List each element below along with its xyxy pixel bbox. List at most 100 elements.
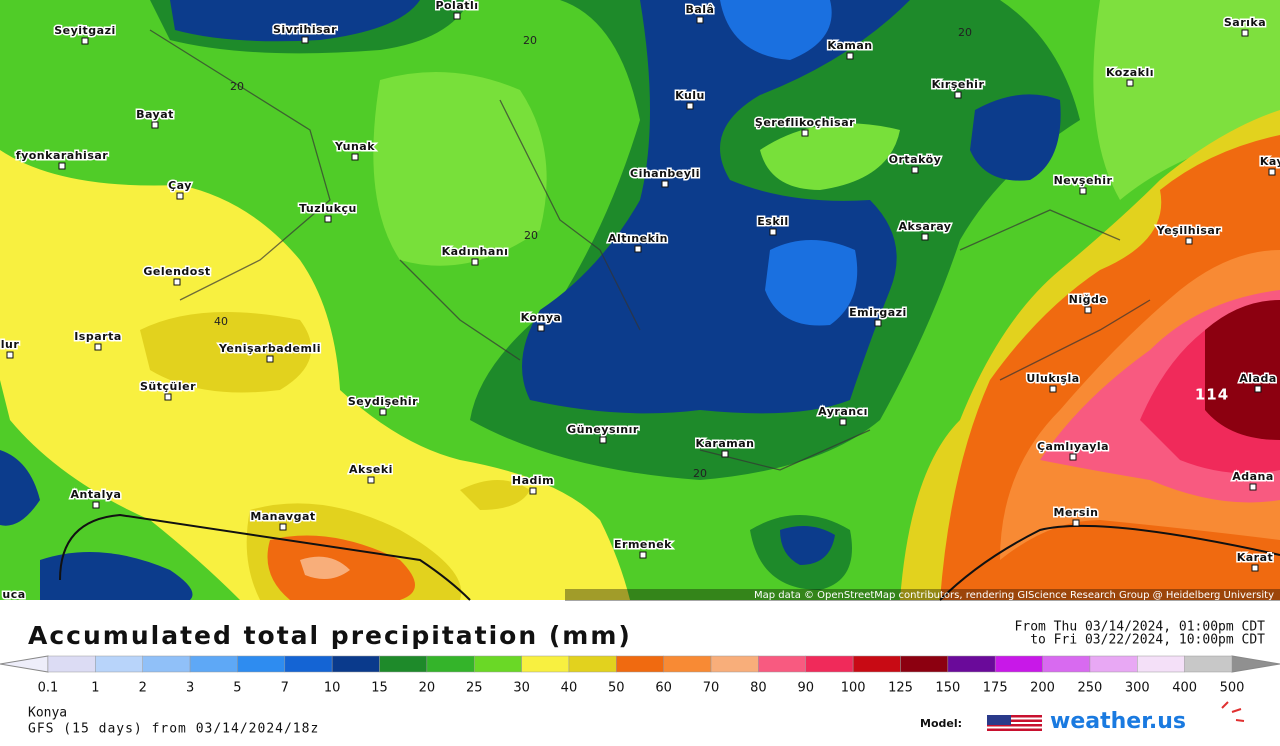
place-label: Kulu	[675, 89, 705, 102]
place-dot	[164, 393, 172, 401]
place-dot	[94, 343, 102, 351]
legend-swatch	[1137, 655, 1185, 673]
place-label: Mersin	[1054, 506, 1099, 519]
place-dot	[1126, 79, 1134, 87]
legend-swatch	[994, 655, 1043, 673]
place-dot	[58, 162, 66, 170]
place-dot	[471, 258, 479, 266]
place-label: Altınekin	[608, 232, 668, 245]
legend-swatch	[189, 655, 238, 673]
place-dot	[1084, 306, 1092, 314]
place-label: Seyitgazi	[54, 24, 116, 37]
legend-swatch	[47, 655, 96, 673]
place-label: Manavgat	[250, 510, 315, 523]
legend-label: 15	[371, 681, 388, 696]
place-label: fyonkarahisar	[16, 149, 109, 162]
legend-swatch	[663, 655, 712, 673]
attribution: Map data © OpenStreetMap contributors, r…	[754, 590, 1274, 601]
legend-arrow-right	[1231, 655, 1280, 673]
place-label: lur	[1, 338, 20, 351]
legend-label: 175	[983, 681, 1008, 696]
place-label: Ortaköy	[889, 153, 942, 166]
contour-label: 20	[230, 80, 244, 93]
legend-label: 90	[797, 681, 814, 696]
place-dot	[661, 180, 669, 188]
place-label: Alada	[1239, 372, 1277, 385]
contour-label: 20	[958, 26, 972, 39]
legend-label: 250	[1078, 681, 1103, 696]
legend-label: 5	[233, 681, 241, 696]
legend-swatch	[1184, 655, 1233, 673]
legend-label: 1	[91, 681, 99, 696]
place-label: Karat	[1237, 551, 1274, 564]
legend-swatch	[616, 655, 664, 673]
place-dot	[874, 319, 882, 327]
legend-label: 300	[1125, 681, 1150, 696]
place-dot	[639, 551, 647, 559]
place-dot	[921, 233, 929, 241]
place-label: Ermenek	[614, 538, 672, 551]
max-label: 114	[1195, 386, 1229, 404]
place-label: Kozaklı	[1106, 66, 1154, 79]
contour-label: 20	[524, 229, 538, 242]
place-label: Antalya	[71, 488, 122, 501]
place-label: Isparta	[74, 330, 122, 343]
place-dot	[301, 36, 309, 44]
place-label: Yeşilhisar	[1156, 224, 1222, 237]
legend-label: 200	[1030, 681, 1055, 696]
place-label: Çay	[168, 179, 192, 192]
place-label: Sütçüler	[140, 380, 196, 393]
legend-label: 30	[513, 681, 530, 696]
place-label: Yunak	[334, 140, 375, 153]
legend-label: 20	[419, 681, 436, 696]
place-label: Güneysınır	[567, 423, 639, 436]
place-dot	[173, 278, 181, 286]
place-label: Çamlıyayla	[1037, 440, 1109, 453]
legend-swatch	[237, 655, 286, 673]
place-label: Kadınhanı	[442, 245, 509, 258]
place-dot	[1241, 29, 1249, 37]
place-dot	[351, 153, 359, 161]
place-label: Cihanbeyli	[630, 167, 700, 180]
model-label: Model:	[920, 717, 962, 730]
legend-label: 10	[324, 681, 341, 696]
legend-label: 150	[935, 681, 960, 696]
date-to: to Fri 03/22/2024, 10:00pm CDT	[1030, 633, 1265, 648]
legend-swatch	[900, 655, 949, 673]
place-dot	[801, 129, 809, 137]
legend-label: 100	[841, 681, 866, 696]
place-label: Balâ	[685, 3, 714, 16]
title: Accumulated total precipitation (mm)	[28, 621, 632, 650]
legend-swatch	[142, 655, 191, 673]
legend-swatch	[473, 655, 522, 673]
legend-swatch	[521, 655, 570, 673]
legend-swatch	[426, 655, 475, 673]
place-label: Akseki	[349, 463, 393, 476]
brand: weather.us	[1050, 709, 1186, 734]
place-dot	[367, 476, 375, 484]
legend-label: 40	[561, 681, 578, 696]
place-label: Tuzlukçu	[299, 202, 357, 215]
place-dot	[1069, 453, 1077, 461]
legend-swatch	[331, 655, 380, 673]
place-label: Yenişarbademli	[218, 342, 321, 355]
place-dot	[176, 192, 184, 200]
flag	[987, 715, 1042, 733]
contour-label: 20	[523, 34, 537, 47]
place-label: Niğde	[1069, 293, 1108, 306]
place-label: Aksaray	[899, 220, 952, 233]
place-dot	[1268, 168, 1276, 176]
run: GFS (15 days) from 03/14/2024/18z	[28, 722, 319, 737]
place-label: Ayrancı	[818, 405, 868, 418]
place-label: Gelendost	[143, 265, 210, 278]
place-dot	[266, 355, 274, 363]
place-dot	[954, 91, 962, 99]
place-dot	[696, 16, 704, 24]
legend-swatch	[852, 655, 901, 673]
place-dot	[324, 215, 332, 223]
legend-arrow-left	[0, 655, 49, 673]
place-dot	[92, 501, 100, 509]
location: Konya	[28, 706, 67, 721]
place-label: Kay	[1260, 155, 1280, 168]
